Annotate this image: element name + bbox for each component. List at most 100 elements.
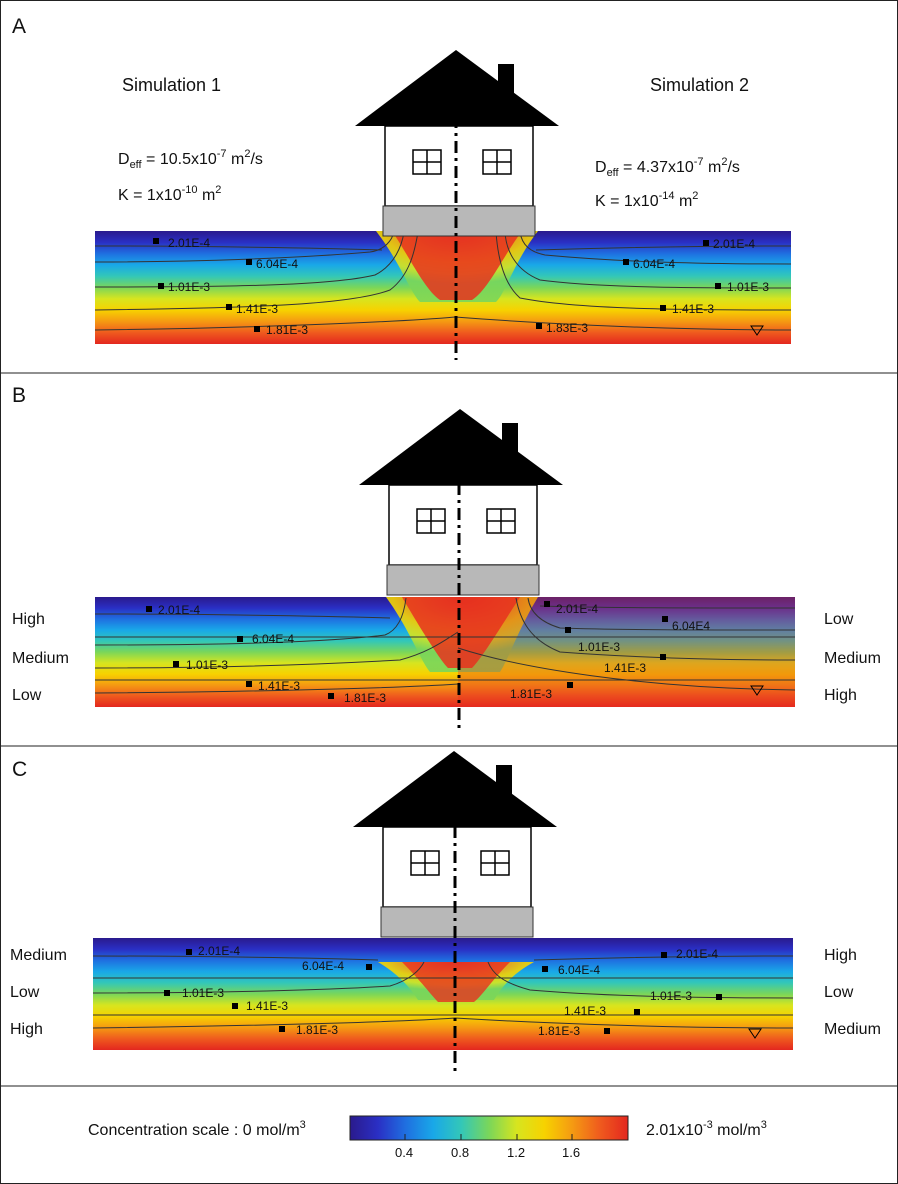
concentration-scale: Concentration scale : 0 mol/m3 0.4 0.8 1… bbox=[88, 1115, 767, 1160]
contour-label: 1.01E-3 bbox=[186, 658, 228, 672]
contour-marker bbox=[226, 304, 232, 310]
contour-marker bbox=[703, 240, 709, 246]
contour-marker bbox=[716, 994, 722, 1000]
contour-labels-right: 6.04E-4 2.01E-4 1.01E-3 1.41E-3 1.81E-3 bbox=[538, 947, 722, 1038]
row-label-right: Low bbox=[824, 984, 854, 1001]
contour-label: 6.04E4 bbox=[672, 619, 710, 633]
contour-label: 2.01E-4 bbox=[198, 944, 240, 958]
contour-label: 2.01E-4 bbox=[556, 602, 598, 616]
row-label-left: Medium bbox=[10, 947, 67, 964]
tick-label: 0.8 bbox=[451, 1145, 469, 1160]
contour-marker bbox=[660, 654, 666, 660]
contour-label: 6.04E-4 bbox=[252, 632, 294, 646]
contour-marker bbox=[173, 661, 179, 667]
tick-label: 1.6 bbox=[562, 1145, 580, 1160]
contour-label: 1.41E-3 bbox=[246, 999, 288, 1013]
contour-label: 2.01E-4 bbox=[676, 947, 718, 961]
colorbar-ticks bbox=[404, 1134, 573, 1140]
contour-label: 1.81E-3 bbox=[266, 323, 308, 337]
panel-c: C 2.01E-4 6.04E-4 1.01E-3 1.41E-3 1.81E-… bbox=[10, 750, 881, 1074]
panel-letter: C bbox=[12, 758, 27, 781]
contour-marker bbox=[232, 1003, 238, 1009]
contour-marker bbox=[328, 693, 334, 699]
water-table-triangle bbox=[750, 325, 764, 336]
contour-label: 1.41E-3 bbox=[236, 302, 278, 316]
contour-marker bbox=[544, 601, 550, 607]
row-label-left: Low bbox=[10, 984, 40, 1001]
panel-letter: B bbox=[12, 384, 26, 407]
contour-label: 1.01E-3 bbox=[727, 280, 769, 294]
k-left: K = 1x10-10 m2 bbox=[118, 184, 221, 204]
contour-marker bbox=[634, 1009, 640, 1015]
row-label-left: Low bbox=[12, 687, 42, 704]
contour-marker bbox=[623, 259, 629, 265]
contour-label: 1.41E-3 bbox=[672, 302, 714, 316]
contour-label: 6.04E-4 bbox=[633, 257, 675, 271]
row-label-right: Medium bbox=[824, 1021, 881, 1038]
contour-label: 1.01E-3 bbox=[578, 640, 620, 654]
contour-labels-left: 2.01E-4 6.04E-4 1.01E-3 1.41E-3 1.81E-3 bbox=[146, 603, 386, 705]
contour-marker bbox=[604, 1028, 610, 1034]
panel-a: A Simulation 1 Simulation 2 Deff = 10.5x… bbox=[12, 15, 792, 360]
contour-label: 6.04E-4 bbox=[256, 257, 298, 271]
contour-label: 1.01E-3 bbox=[168, 280, 210, 294]
tick-label: 0.4 bbox=[395, 1145, 413, 1160]
contour-marker bbox=[164, 990, 170, 996]
contour-lines bbox=[94, 597, 796, 694]
house bbox=[358, 408, 564, 596]
contour-labels-right: 2.01E-4 6.04E4 1.01E-3 1.41E-3 1.81E-3 bbox=[510, 601, 710, 701]
colorbar bbox=[349, 1115, 629, 1141]
contour-label: 1.41E-3 bbox=[604, 661, 646, 675]
deff-right: Deff = 4.37x10-7 m2/s bbox=[595, 156, 740, 179]
row-label-left: High bbox=[12, 611, 45, 628]
contour-marker bbox=[246, 681, 252, 687]
contour-labels-left: 2.01E-4 6.04E-4 1.01E-3 1.41E-3 1.81E-3 bbox=[153, 236, 308, 337]
tick-label: 1.2 bbox=[507, 1145, 525, 1160]
row-label-right: Medium bbox=[824, 650, 881, 667]
water-table-triangle bbox=[750, 685, 764, 696]
contour-label: 2.01E-4 bbox=[158, 603, 200, 617]
plume-core bbox=[392, 231, 522, 300]
contour-marker bbox=[661, 952, 667, 958]
row-label-right: High bbox=[824, 947, 857, 964]
contour-label: 1.01E-3 bbox=[650, 989, 692, 1003]
contour-marker bbox=[254, 326, 260, 332]
contour-label: 1.41E-3 bbox=[258, 679, 300, 693]
row-label-left: High bbox=[10, 1021, 43, 1038]
contour-label: 1.81E-3 bbox=[538, 1024, 580, 1038]
contour-marker bbox=[279, 1026, 285, 1032]
contour-lines bbox=[92, 955, 794, 1029]
simulation-2-label: Simulation 2 bbox=[650, 75, 749, 95]
contour-labels-right: 2.01E-4 6.04E-4 1.01E-3 1.41E-3 1.83E-3 bbox=[536, 237, 769, 335]
contour-marker bbox=[536, 323, 542, 329]
contour-marker bbox=[366, 964, 372, 970]
contour-labels-left: 2.01E-4 6.04E-4 1.01E-3 1.41E-3 1.81E-3 bbox=[164, 944, 372, 1037]
row-label-left: Medium bbox=[12, 650, 69, 667]
scale-max-label: 2.01x10-3 mol/m3 bbox=[646, 1119, 767, 1139]
scale-label: Concentration scale : 0 mol/m3 bbox=[88, 1119, 306, 1139]
contour-marker bbox=[186, 949, 192, 955]
contour-label: 2.01E-4 bbox=[713, 237, 755, 251]
contour-marker bbox=[158, 283, 164, 289]
contour-marker bbox=[660, 305, 666, 311]
right-plume-core bbox=[458, 597, 795, 707]
contour-marker bbox=[715, 283, 721, 289]
water-table-triangle bbox=[748, 1028, 762, 1039]
contour-label: 1.41E-3 bbox=[564, 1004, 606, 1018]
simulation-1-label: Simulation 1 bbox=[122, 75, 221, 95]
plume-core bbox=[402, 597, 520, 668]
contour-marker bbox=[567, 682, 573, 688]
k-right: K = 1x10-14 m2 bbox=[595, 190, 698, 210]
contour-label: 6.04E-4 bbox=[558, 963, 600, 977]
row-label-right: High bbox=[824, 687, 857, 704]
deff-left: Deff = 10.5x10-7 m2/s bbox=[118, 148, 263, 171]
contour-marker bbox=[662, 616, 668, 622]
contour-label: 6.04E-4 bbox=[302, 959, 344, 973]
contour-label: 2.01E-4 bbox=[168, 236, 210, 250]
row-label-right: Low bbox=[824, 611, 854, 628]
contour-marker bbox=[246, 259, 252, 265]
contour-label: 1.81E-3 bbox=[296, 1023, 338, 1037]
contour-marker bbox=[542, 966, 548, 972]
contour-marker bbox=[237, 636, 243, 642]
